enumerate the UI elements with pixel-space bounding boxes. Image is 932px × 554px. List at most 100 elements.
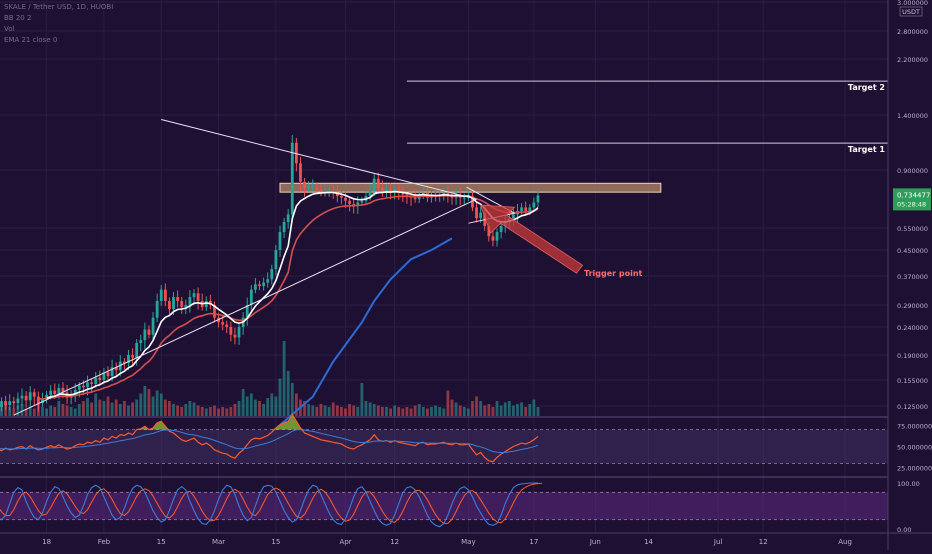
volume-bar	[61, 404, 65, 416]
volume-bar	[102, 401, 106, 416]
candle-body	[471, 196, 474, 208]
moving-averages	[38, 190, 539, 426]
time-tick-11: Jul	[713, 538, 723, 546]
legend-bb[interactable]: BB 20 2	[4, 14, 32, 22]
volume-bar	[282, 341, 286, 416]
unit-label: USDT	[902, 8, 920, 16]
candle-body	[221, 322, 225, 325]
candle-body	[262, 282, 266, 287]
candle-body	[168, 300, 171, 310]
drawings[interactable]: Target 2 Target 1 Trigger point	[13, 80, 888, 416]
candle-body	[98, 377, 102, 380]
volume-bar	[229, 407, 233, 416]
volume-bar	[331, 402, 335, 416]
volume-bar	[143, 386, 147, 416]
trigger-label: Trigger point	[584, 269, 643, 278]
volume-bar	[290, 383, 294, 416]
time-tick-1: Feb	[98, 538, 111, 546]
volume-bar	[127, 405, 130, 416]
time-tick-2: 15	[157, 538, 166, 546]
volume-bar	[536, 407, 540, 416]
candle-body	[0, 401, 3, 407]
volume-bar	[360, 383, 364, 416]
time-axis[interactable]: 18 Feb 15 Mar 15 Apr 12 May 17 Jun 14 Jul 12 Aug	[0, 532, 932, 546]
ema-slow-line	[279, 237, 453, 426]
candle-body	[102, 372, 106, 380]
candle-body	[524, 207, 528, 211]
volume-bar	[274, 396, 278, 416]
candle-body	[405, 194, 409, 197]
candle-body	[462, 197, 466, 199]
candle-body	[32, 392, 36, 397]
legend-ema[interactable]: EMA 21 close 0	[4, 36, 58, 44]
volume-bar	[82, 401, 85, 416]
volume-bar	[450, 399, 454, 416]
candle-body	[184, 305, 188, 308]
volume-bar	[180, 407, 184, 416]
volume-bar	[86, 398, 89, 416]
candle-countdown: 05:28:48	[897, 200, 926, 208]
trigger-arrow	[479, 204, 584, 274]
candle-body	[77, 385, 81, 390]
volume-bar	[94, 393, 98, 416]
volume-bar	[397, 407, 401, 416]
volume-bar	[385, 407, 388, 416]
candle-body	[303, 181, 306, 189]
candle-body	[176, 297, 180, 301]
volume-bar	[503, 402, 507, 416]
volume-bar	[466, 408, 470, 416]
price-axis-bg	[888, 0, 932, 550]
candle-body	[512, 214, 515, 219]
volume-bar	[356, 407, 360, 416]
time-tick-6: 12	[390, 538, 399, 546]
rsi-panel[interactable]	[0, 413, 888, 464]
candle-body	[127, 355, 130, 364]
price-tick-0: 3.000000	[897, 0, 928, 7]
volume-bar	[41, 407, 44, 416]
candle-body	[122, 361, 126, 364]
candle-body	[8, 401, 12, 406]
price-axis[interactable]: 1.8397821.1165773.0000002.8000002.200000…	[887, 0, 932, 550]
legend-symbol[interactable]: SKALE / Tether USD, 1D, HUOBI	[4, 3, 114, 11]
volume-bar	[122, 401, 126, 416]
volume-bar	[200, 407, 204, 416]
rsi-ma-line	[0, 429, 539, 454]
candle-body	[532, 202, 536, 208]
volume-bar	[262, 404, 266, 416]
volume-bar	[421, 407, 425, 416]
stochastic-panel[interactable]	[0, 482, 888, 528]
price-tick-9: 0.240000	[897, 324, 928, 332]
volume-bar	[311, 405, 315, 416]
time-tick-8: 17	[529, 538, 538, 546]
price-tick-8: 0.290000	[897, 302, 928, 310]
candles[interactable]	[0, 135, 540, 412]
volume-bar	[172, 404, 175, 416]
candle-body	[282, 222, 286, 233]
candle-body	[233, 334, 237, 338]
volume-bar	[368, 402, 372, 416]
resistance-zone-rect	[279, 182, 662, 193]
volume-bar	[401, 408, 405, 416]
volume-bar	[487, 404, 491, 416]
volume-bar	[409, 408, 413, 416]
candle-body	[110, 367, 114, 377]
legend-volume[interactable]: Vol	[4, 25, 15, 33]
volume-bar	[184, 404, 188, 416]
volume-bar	[426, 408, 429, 416]
candle-body	[487, 225, 491, 237]
candle-body	[491, 236, 495, 241]
volume-bar	[69, 407, 73, 416]
volume-bar	[110, 402, 114, 416]
upper-trendline	[161, 119, 477, 200]
stoch-tick-0: 100.00	[897, 480, 920, 488]
volume-bar	[327, 407, 331, 416]
volume-bar	[114, 399, 118, 416]
volume-bar	[512, 405, 515, 416]
volume-bar	[507, 401, 511, 416]
candle-body	[254, 284, 257, 290]
candle-body	[319, 189, 323, 192]
price-tick-7: 0.370000	[897, 273, 928, 281]
price-tick-4: 0.900000	[897, 167, 928, 175]
